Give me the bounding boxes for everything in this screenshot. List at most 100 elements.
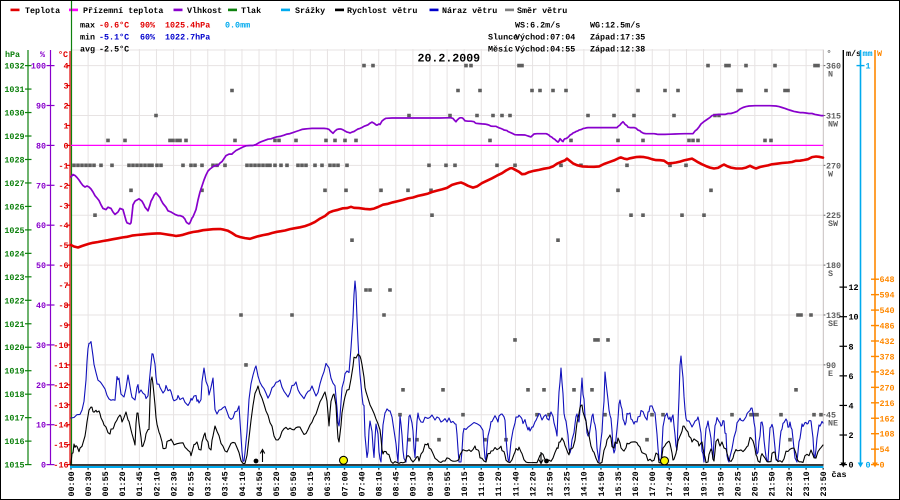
svg-text:40: 40 (36, 301, 46, 311)
svg-text:270: 270 (880, 383, 895, 393)
svg-text:1024: 1024 (4, 249, 24, 259)
svg-text:90: 90 (36, 102, 46, 112)
svg-text:07:40: 07:40 (357, 471, 367, 496)
svg-text:10: 10 (36, 421, 46, 431)
svg-text:03:20: 03:20 (204, 471, 214, 496)
svg-text:1026: 1026 (4, 202, 24, 212)
svg-text:0: 0 (849, 461, 854, 471)
svg-text:1017: 1017 (4, 414, 24, 424)
svg-text:1: 1 (63, 121, 68, 131)
svg-text:S: S (828, 269, 833, 279)
svg-text:04:50: 04:50 (255, 471, 265, 496)
svg-text:-4: -4 (58, 221, 68, 231)
svg-text:avg: avg (80, 45, 95, 55)
svg-text:540: 540 (880, 306, 895, 316)
svg-text:16:20: 16:20 (631, 471, 641, 496)
svg-text:Západ:17:35: Západ:17:35 (590, 33, 645, 43)
svg-text:12:50: 12:50 (545, 471, 555, 496)
svg-text:%: % (40, 50, 46, 60)
svg-text:0.0mm: 0.0mm (225, 21, 250, 31)
svg-text:SW: SW (828, 219, 839, 229)
svg-text:648: 648 (880, 275, 895, 285)
svg-text:N: N (828, 70, 833, 80)
svg-text:54: 54 (880, 445, 890, 455)
svg-text:Západ:12:38: Západ:12:38 (590, 45, 645, 55)
svg-text:4: 4 (849, 401, 854, 411)
svg-text:80: 80 (36, 141, 46, 151)
svg-text:00:30: 00:30 (84, 471, 94, 496)
svg-text:°C: °C (58, 50, 68, 60)
svg-text:-10: -10 (53, 341, 68, 351)
svg-text:360: 360 (826, 62, 841, 72)
svg-text:09:55: 09:55 (443, 471, 453, 496)
svg-text:Přízemní teplota: Přízemní teplota (83, 6, 163, 16)
svg-text:SE: SE (828, 319, 838, 329)
svg-text:22:30: 22:30 (785, 471, 795, 496)
svg-text:Tlak: Tlak (241, 6, 261, 16)
svg-text:1032: 1032 (4, 62, 24, 72)
svg-text:23:50: 23:50 (819, 471, 829, 496)
svg-text:2: 2 (849, 431, 854, 441)
svg-text:Srážky: Srážky (295, 6, 325, 16)
svg-text:Směr větru: Směr větru (517, 6, 567, 16)
svg-text:-14: -14 (53, 421, 68, 431)
svg-text:05:20: 05:20 (272, 471, 282, 496)
svg-text:432: 432 (880, 337, 895, 347)
svg-text:02:30: 02:30 (169, 471, 179, 496)
svg-text:17:00: 17:00 (648, 471, 658, 496)
svg-text:01:20: 01:20 (118, 471, 128, 496)
svg-text:WS:6.2m/s: WS:6.2m/s (515, 21, 560, 31)
svg-text:°: ° (827, 49, 832, 59)
svg-text:100: 100 (31, 62, 46, 72)
svg-text:1025: 1025 (4, 226, 24, 236)
svg-text:WG:12.5m/s: WG:12.5m/s (590, 21, 640, 31)
svg-text:04:10: 04:10 (238, 471, 248, 496)
svg-text:180: 180 (826, 261, 841, 271)
svg-text:Náraz větru: Náraz větru (442, 6, 497, 16)
svg-text:1019: 1019 (4, 367, 24, 377)
svg-text:-12: -12 (53, 381, 68, 391)
svg-text:NE: NE (828, 419, 838, 429)
svg-text:02:55: 02:55 (186, 471, 196, 496)
svg-text:19:10: 19:10 (699, 471, 709, 496)
svg-text:Vlhkost: Vlhkost (187, 6, 222, 16)
svg-text:Slunce: Slunce (488, 33, 518, 43)
svg-text:90%: 90% (140, 21, 156, 31)
svg-text:1016: 1016 (4, 437, 24, 447)
svg-text:108: 108 (880, 430, 895, 440)
svg-text:-5.1°C: -5.1°C (99, 33, 129, 43)
svg-text:30: 30 (36, 341, 46, 351)
svg-text:10:15: 10:15 (460, 471, 470, 496)
svg-text:70: 70 (36, 181, 46, 191)
svg-text:max: max (80, 21, 95, 31)
svg-text:-2: -2 (58, 181, 68, 191)
svg-text:09:30: 09:30 (426, 471, 436, 496)
svg-text:2: 2 (63, 102, 68, 112)
svg-text:20:25: 20:25 (734, 471, 744, 496)
svg-text:225: 225 (826, 211, 841, 221)
svg-text:W: W (828, 169, 834, 179)
svg-text:Teplota: Teplota (25, 6, 60, 16)
svg-text:0: 0 (866, 461, 871, 471)
svg-text:1: 1 (866, 62, 871, 72)
svg-text:8: 8 (849, 342, 854, 352)
svg-text:-3: -3 (58, 201, 68, 211)
svg-text:1025.4hPa: 1025.4hPa (165, 21, 210, 31)
svg-text:-2.5°C: -2.5°C (99, 45, 129, 55)
svg-text:11:00: 11:00 (477, 471, 487, 496)
svg-text:min: min (80, 33, 95, 43)
svg-text:1023: 1023 (4, 273, 24, 283)
svg-text:12: 12 (849, 283, 859, 293)
svg-text:20.2.2009: 20.2.2009 (418, 53, 481, 66)
svg-text:mm: mm (863, 49, 873, 59)
svg-text:1022.7hPa: 1022.7hPa (165, 33, 210, 43)
svg-text:90: 90 (826, 361, 836, 371)
svg-text:18:20: 18:20 (682, 471, 692, 496)
svg-text:-5: -5 (58, 241, 68, 251)
svg-text:135: 135 (826, 311, 841, 321)
svg-text:-8: -8 (58, 301, 68, 311)
svg-text:06:15: 06:15 (306, 471, 316, 496)
svg-text:21:50: 21:50 (768, 471, 778, 496)
svg-text:23:10: 23:10 (802, 471, 812, 496)
svg-text:08:10: 08:10 (375, 471, 385, 496)
